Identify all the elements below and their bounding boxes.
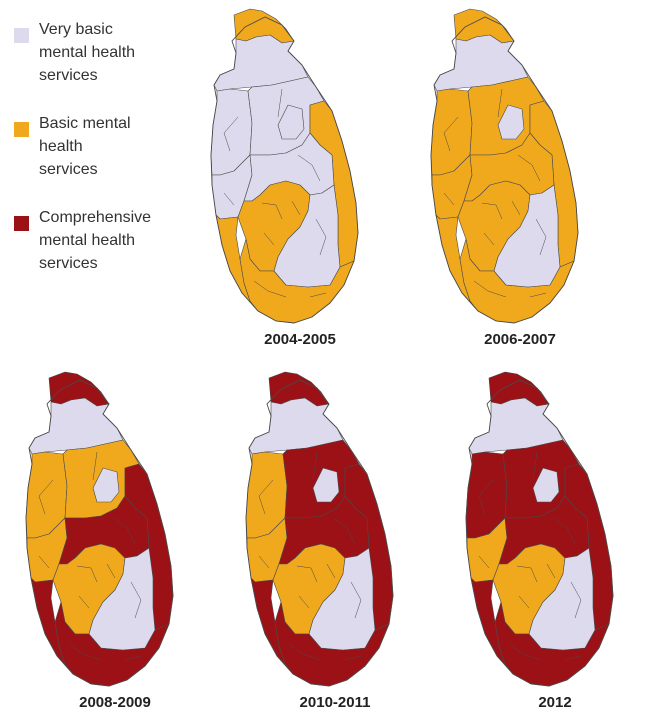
district-border-3 [517, 154, 541, 182]
district-border-1 [258, 479, 274, 515]
district-border-2 [92, 451, 98, 481]
map-panel-2006-2007: 2006-2007 [410, 5, 630, 350]
district-border-7 [298, 595, 310, 609]
coastline-outline [465, 379, 614, 687]
district-border-10 [38, 555, 50, 569]
map-panel-2010-2011: 2010-2011 [225, 368, 445, 713]
legend-label-basic: Basic mental health services [39, 115, 131, 178]
district-border-3 [552, 517, 576, 545]
coastline-outline [25, 379, 174, 687]
district-border-2 [497, 88, 503, 118]
legend-item-very-basic: Very basic mental health services [14, 18, 189, 112]
coastline-outline [430, 16, 579, 324]
region-inner-2008-2009 [92, 467, 120, 503]
district-border-8 [288, 643, 322, 661]
district-border-7 [483, 232, 495, 246]
map-caption-2004-2005: 2004-2005 [264, 331, 336, 348]
district-border-5 [511, 200, 521, 216]
sri-lanka-map-2012 [465, 371, 614, 687]
district-border-5 [546, 563, 556, 579]
district-border-4 [76, 565, 98, 583]
map-panel-2008-2009: 2008-2009 [5, 368, 225, 713]
region-inner-2006-2007 [497, 104, 525, 140]
region-southeast-2008-2009 [88, 547, 156, 651]
coastline-outline [210, 16, 359, 324]
district-border-6 [350, 581, 362, 619]
map-panel-2004-2005: 2004-2005 [190, 5, 410, 350]
district-border-10 [258, 555, 270, 569]
region-southeast-2006-2007 [493, 184, 561, 288]
district-border-4 [516, 565, 538, 583]
region-southeast-2004-2005 [273, 184, 341, 288]
district-border-2 [312, 451, 318, 481]
region-southeast-2012 [528, 547, 596, 651]
legend-label-comprehensive: Comprehensive mental health services [39, 209, 152, 272]
district-border-6 [315, 218, 327, 256]
district-border-6 [570, 581, 582, 619]
legend: Very basic mental health services Basic … [14, 18, 189, 300]
district-border-9 [124, 655, 142, 661]
district-border-2 [532, 451, 538, 481]
legend-item-comprehensive: Comprehensive mental health services [14, 206, 189, 300]
district-border-1 [443, 116, 459, 152]
district-border-4 [296, 565, 318, 583]
region-southeast-2010-2011 [308, 547, 376, 651]
district-border-8 [68, 643, 102, 661]
legend-swatch-very-basic [14, 28, 29, 43]
legend-label-very-basic: Very basic mental health services [39, 21, 136, 84]
region-inner-2004-2005 [277, 104, 305, 140]
district-border-7 [78, 595, 90, 609]
map-caption-2008-2009: 2008-2009 [79, 694, 151, 711]
map-caption-2012: 2012 [538, 694, 572, 711]
district-border-6 [130, 581, 142, 619]
district-border-10 [443, 192, 455, 206]
district-border-9 [564, 655, 582, 661]
district-border-8 [508, 643, 542, 661]
district-border-9 [344, 655, 362, 661]
sri-lanka-map-2004-2005 [210, 8, 359, 324]
sri-lanka-map-2010-2011 [245, 371, 394, 687]
district-border-5 [291, 200, 301, 216]
map-caption-2010-2011: 2010-2011 [299, 694, 371, 711]
district-border-5 [326, 563, 336, 579]
district-border-5 [106, 563, 116, 579]
legend-item-basic: Basic mental health services [14, 112, 189, 206]
district-border-7 [518, 595, 530, 609]
district-border-8 [473, 280, 507, 298]
district-border-3 [297, 154, 321, 182]
district-border-2 [277, 88, 283, 118]
district-border-1 [478, 479, 494, 515]
district-border-1 [38, 479, 54, 515]
sri-lanka-map-2006-2007 [430, 8, 579, 324]
district-border-9 [309, 292, 327, 298]
sri-lanka-map-2008-2009 [25, 371, 174, 687]
district-border-9 [529, 292, 547, 298]
district-border-4 [481, 202, 503, 220]
legend-swatch-comprehensive [14, 216, 29, 231]
district-border-4 [261, 202, 283, 220]
district-border-3 [112, 517, 136, 545]
district-border-7 [263, 232, 275, 246]
legend-swatch-basic [14, 122, 29, 137]
region-inner-2012 [532, 467, 560, 503]
district-border-10 [478, 555, 490, 569]
district-border-1 [223, 116, 239, 152]
district-border-10 [223, 192, 235, 206]
map-caption-2006-2007: 2006-2007 [484, 331, 556, 348]
district-border-6 [535, 218, 547, 256]
district-border-3 [332, 517, 356, 545]
map-panel-2012: 2012 [445, 368, 665, 713]
region-inner-2010-2011 [312, 467, 340, 503]
district-border-8 [253, 280, 287, 298]
coastline-outline [245, 379, 394, 687]
